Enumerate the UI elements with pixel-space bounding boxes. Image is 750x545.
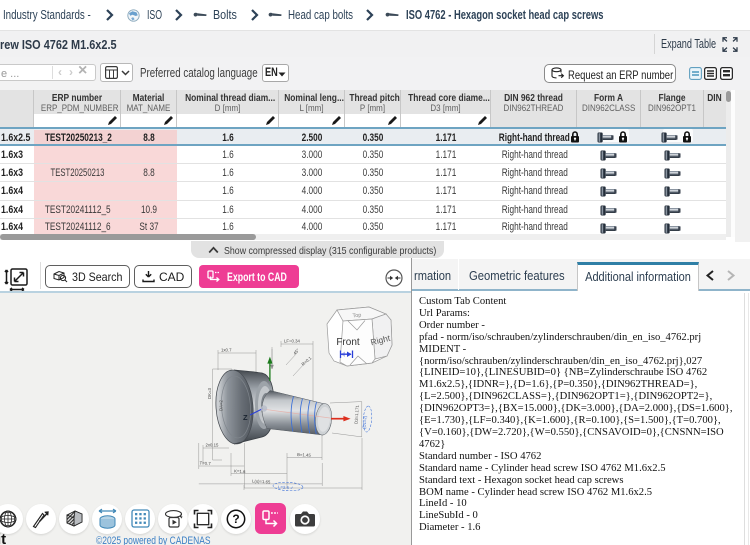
- svg-text:L=2.5 ✓: L=2.5 ✓: [278, 485, 294, 491]
- svg-text:DK=3: DK=3: [207, 388, 212, 399]
- svg-text:LF=0.34: LF=0.34: [284, 339, 300, 344]
- svg-text:T=0.7: T=0.7: [199, 461, 211, 467]
- svg-text:L(s)=1.65: L(s)=1.65: [252, 479, 271, 485]
- svg-text:Top: Top: [352, 313, 361, 320]
- svg-text:D3=1.171: D3=1.171: [354, 404, 360, 424]
- svg-text:?: ?: [232, 512, 239, 526]
- svg-text:2x0.15: 2x0.15: [206, 443, 220, 448]
- svg-text:DA=2: DA=2: [218, 400, 223, 411]
- svg-text:(D1=2): (D1=2): [362, 415, 368, 429]
- svg-text:Right: Right: [369, 333, 391, 348]
- svg-text:R=0.1: R=0.1: [300, 355, 313, 367]
- svg-text:1x0.7: 1x0.7: [221, 348, 232, 353]
- svg-text:45°: 45°: [292, 347, 300, 355]
- svg-text:Front: Front: [336, 337, 360, 348]
- svg-text:Z: Z: [243, 413, 248, 422]
- svg-text:K=1.6: K=1.6: [234, 469, 246, 475]
- svg-text:B=1.45: B=1.45: [297, 452, 312, 458]
